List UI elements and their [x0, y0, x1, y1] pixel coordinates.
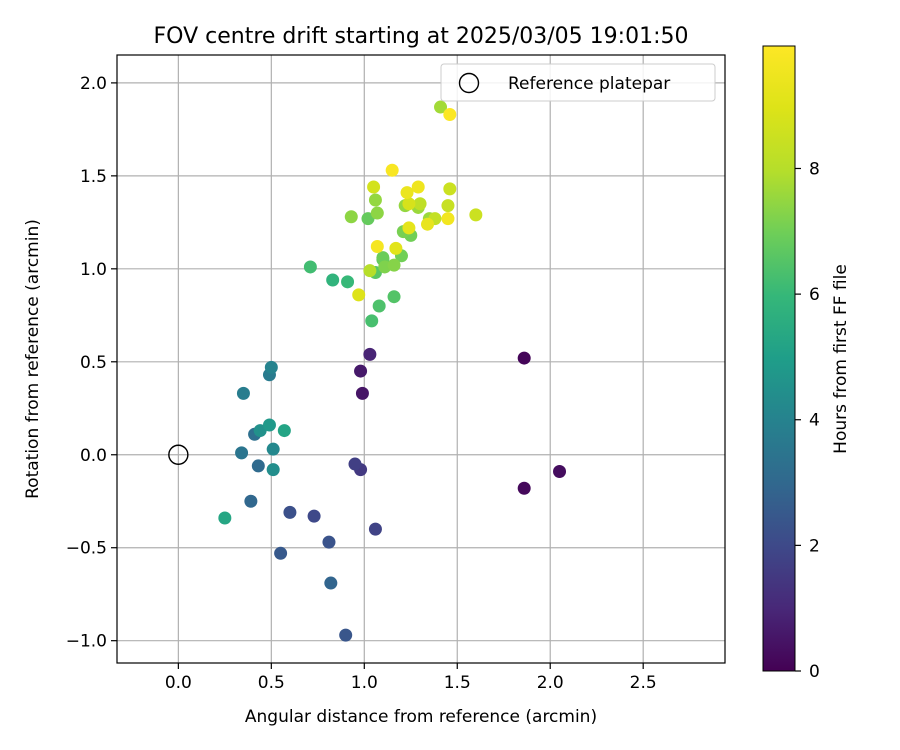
data-point: [421, 217, 435, 231]
x-axis-label: Angular distance from reference (arcmin): [245, 707, 597, 727]
y-axis-ticks: −1.0 −0.5 0.0 0.5 1.0 1.5 2.0: [66, 74, 117, 652]
data-point: [355, 386, 369, 400]
colorbar-tick-label: 4: [809, 411, 820, 431]
reference-point: [168, 444, 189, 465]
data-point: [277, 424, 291, 438]
y-tick-label: 0.5: [80, 353, 107, 373]
data-point: [339, 628, 353, 642]
data-point: [400, 186, 414, 200]
data-point: [251, 459, 265, 473]
x-tick-label: 1.5: [444, 673, 471, 693]
data-point: [363, 264, 377, 278]
data-point: [348, 457, 362, 471]
data-point: [266, 463, 280, 477]
colorbar-tick-label: 8: [809, 159, 820, 179]
data-point: [389, 241, 403, 255]
plot-frame: [116, 54, 726, 664]
y-tick-label: −1.0: [66, 632, 107, 652]
data-point: [218, 511, 232, 525]
data-point: [367, 180, 381, 194]
chart-title: FOV centre drift starting at 2025/03/05 …: [154, 24, 689, 49]
colorbar-tick-label: 2: [809, 536, 820, 556]
data-points: [218, 100, 567, 642]
legend-box: [440, 63, 716, 102]
data-point: [370, 206, 384, 220]
colorbar: 0 2 4 6 8 Hours from first FF file: [762, 45, 851, 682]
data-point: [441, 212, 455, 226]
data-point: [387, 290, 401, 304]
data-point: [385, 163, 399, 177]
data-point: [326, 273, 340, 287]
data-point: [402, 221, 416, 235]
data-point: [411, 180, 425, 194]
colorbar-tick-label: 6: [809, 285, 820, 305]
data-point: [236, 386, 250, 400]
data-point: [235, 446, 249, 460]
data-point: [341, 275, 355, 289]
reference-marker: [168, 444, 189, 465]
data-point: [352, 288, 366, 302]
data-point: [370, 240, 384, 254]
x-tick-label: 0.5: [258, 673, 285, 693]
data-point: [469, 208, 483, 222]
data-point: [387, 258, 401, 272]
data-point: [413, 197, 427, 211]
colorbar-ticks: 0 2 4 6 8: [795, 159, 820, 682]
data-point: [402, 197, 416, 211]
data-point: [441, 199, 455, 213]
data-point: [324, 576, 338, 590]
data-point: [303, 260, 317, 274]
data-point: [264, 360, 278, 374]
y-tick-label: −0.5: [66, 539, 107, 559]
data-point: [363, 347, 377, 361]
grid-lines: [117, 55, 725, 663]
y-tick-label: 0.0: [80, 446, 107, 466]
data-point: [274, 546, 288, 560]
data-point: [283, 505, 297, 519]
y-tick-label: 1.5: [80, 167, 107, 187]
data-point: [517, 351, 531, 365]
x-tick-label: 2.5: [630, 673, 657, 693]
colorbar-label: Hours from first FF file: [831, 264, 851, 454]
data-point: [434, 100, 448, 114]
colorbar-gradient: [762, 45, 796, 672]
x-tick-label: 1.0: [351, 673, 378, 693]
data-point: [322, 535, 336, 549]
x-tick-label: 2.0: [537, 673, 564, 693]
data-point: [244, 494, 258, 508]
data-point: [266, 442, 280, 456]
x-axis-ticks: 0.0 0.5 1.0 1.5 2.0 2.5: [165, 663, 657, 693]
legend: Reference platepar: [440, 63, 716, 102]
legend-reference-marker: [458, 72, 480, 94]
data-point: [372, 299, 386, 313]
data-point: [443, 182, 457, 196]
y-tick-label: 2.0: [80, 74, 107, 94]
data-point: [262, 418, 276, 432]
colorbar-tick-label: 0: [809, 662, 820, 682]
data-point: [368, 193, 382, 207]
data-point: [443, 107, 457, 121]
data-point: [553, 464, 567, 478]
data-point: [368, 522, 382, 536]
y-tick-label: 1.0: [80, 260, 107, 280]
data-point: [365, 314, 379, 328]
data-point: [517, 481, 531, 495]
data-point: [307, 509, 321, 523]
data-point: [344, 210, 358, 224]
data-point: [354, 364, 368, 378]
legend-entry-reference-platepar: Reference platepar: [508, 74, 670, 94]
x-tick-label: 0.0: [165, 673, 192, 693]
y-axis-label: Rotation from reference (arcmin): [23, 219, 43, 499]
